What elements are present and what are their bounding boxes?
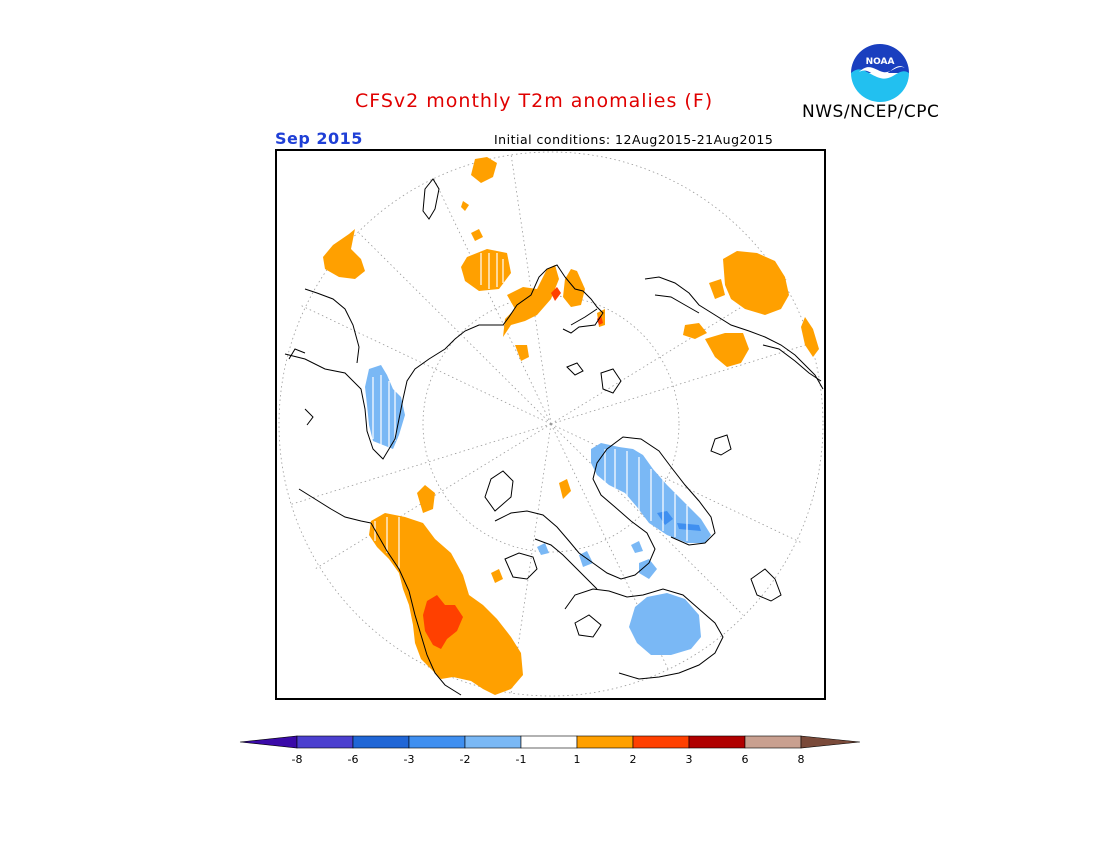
legend-tick-label: 2: [629, 753, 637, 766]
polar-map: [275, 149, 826, 700]
legend-tick-label: -1: [515, 753, 527, 766]
legend-tick-label: -6: [347, 753, 359, 766]
legend-tick-label: 1: [573, 753, 581, 766]
valid-month-label: Sep 2015: [275, 129, 363, 148]
legend-swatch: [520, 735, 578, 749]
legend-arrow-low: [239, 735, 298, 749]
legend-swatch: [688, 735, 746, 749]
legend-tick-label: -2: [459, 753, 471, 766]
legend-swatch: [296, 735, 354, 749]
legend-arrow-high: [800, 735, 861, 749]
legend-tick-label: -8: [291, 753, 303, 766]
legend-swatch: [632, 735, 690, 749]
svg-text:NOAA: NOAA: [866, 57, 895, 67]
agency-label: NWS/NCEP/CPC: [802, 102, 940, 122]
legend-swatch: [408, 735, 466, 749]
legend-tick-label: 6: [741, 753, 749, 766]
legend-swatch: [744, 735, 802, 749]
legend-tick-label: 3: [685, 753, 693, 766]
legend-swatch: [576, 735, 634, 749]
legend-tick-label: 8: [797, 753, 805, 766]
legend-tick-label: -3: [403, 753, 415, 766]
noaa-logo: NOAA: [850, 43, 910, 103]
color-legend-bar: [239, 735, 861, 749]
legend-swatch: [352, 735, 410, 749]
initial-conditions-label: Initial conditions: 12Aug2015-21Aug2015: [494, 132, 774, 147]
legend-swatch: [464, 735, 522, 749]
map-title: CFSv2 monthly T2m anomalies (F): [355, 90, 714, 112]
